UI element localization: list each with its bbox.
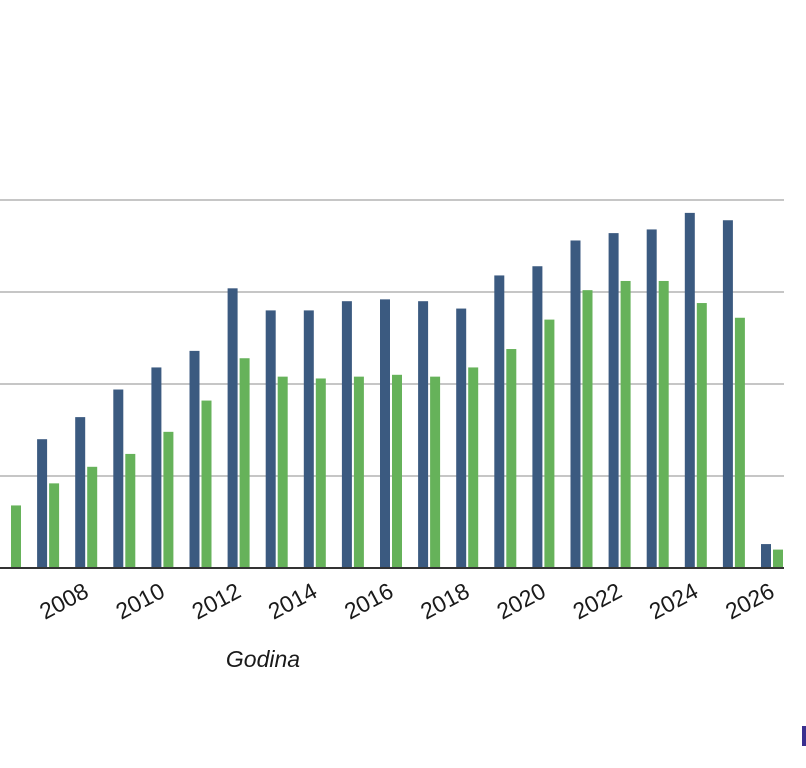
bar-2025-series-1 (722, 220, 733, 569)
x-axis-title: Godina (226, 646, 300, 672)
bar-2020-series-2 (544, 319, 555, 568)
bar-2015-series-1 (341, 301, 352, 568)
bar-2012-series-1 (227, 288, 238, 568)
bars (11, 212, 783, 569)
bar-2022-series-2 (620, 280, 631, 568)
bar-2009-series-2 (125, 453, 136, 568)
bar-2011-series-1 (189, 350, 200, 568)
x-tick-label-2012: 2012 (188, 577, 245, 624)
bar-2014-series-2 (315, 378, 326, 568)
bar-2022-series-1 (608, 233, 619, 568)
x-tick-label-2008: 2008 (35, 577, 92, 624)
bar-2023-series-2 (658, 280, 669, 568)
bar-2008-series-1 (75, 417, 86, 568)
x-tick-label-2010: 2010 (111, 577, 168, 624)
bar-2024-series-1 (684, 212, 695, 568)
bar-2018-series-2 (468, 367, 479, 568)
bar-2013-series-2 (277, 376, 288, 568)
bar-2010-series-2 (163, 431, 174, 568)
x-tick-label-2016: 2016 (340, 577, 397, 624)
x-tick-labels: 2008 2010 2012 2014 2016 2018 2020 2022 2024 2026 (35, 577, 778, 624)
bar-2012-series-2 (239, 358, 250, 568)
bar-2026-series-2 (773, 549, 783, 568)
bar-2017-series-1 (418, 301, 429, 568)
bar-2019-series-1 (494, 275, 505, 568)
bar-2017-series-2 (430, 376, 441, 568)
bar-2025-series-2 (734, 317, 745, 568)
bar-2020-series-1 (532, 266, 543, 568)
x-tick-label-2026: 2026 (721, 577, 778, 624)
bar-2018-series-1 (456, 308, 467, 568)
x-tick-label-2024: 2024 (645, 577, 703, 624)
bar-2021-series-2 (582, 290, 593, 568)
bar-2014-series-1 (303, 310, 314, 568)
bar-2016-series-1 (380, 299, 390, 568)
bar-2008-series-2 (87, 466, 98, 568)
bar-2011-series-2 (201, 400, 212, 568)
bar-2007-series-2 (49, 483, 60, 568)
bar-2013-series-1 (265, 310, 276, 568)
bar-2024-series-2 (696, 303, 707, 568)
bar-2015-series-2 (353, 376, 364, 568)
bar-2019-series-2 (506, 349, 517, 568)
bar-2009-series-1 (113, 389, 124, 568)
x-tick-label-2022: 2022 (569, 577, 626, 624)
x-tick-label-2018: 2018 (416, 577, 473, 624)
bar-2023-series-1 (646, 229, 657, 568)
bar-2006-series-2 (11, 505, 21, 568)
x-tick-label-2020: 2020 (492, 577, 549, 624)
bar-2007-series-1 (37, 439, 48, 568)
bar-2010-series-1 (151, 367, 162, 568)
edge-marker (802, 726, 806, 746)
x-tick-label-2014: 2014 (264, 577, 322, 624)
bar-2021-series-1 (570, 240, 581, 569)
bar-2026-series-1 (761, 544, 771, 568)
bar-2016-series-2 (392, 374, 402, 568)
